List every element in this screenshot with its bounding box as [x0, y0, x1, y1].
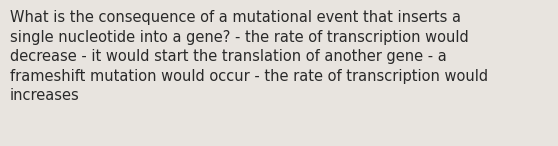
Text: What is the consequence of a mutational event that inserts a
single nucleotide i: What is the consequence of a mutational …: [10, 10, 488, 104]
